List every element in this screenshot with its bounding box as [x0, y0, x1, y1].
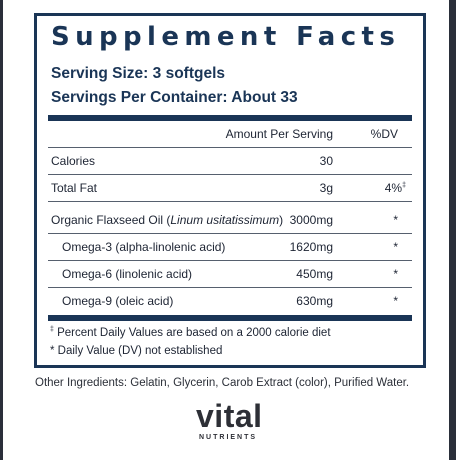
nutrient-name: Organic Flaxseed Oil (Linum usitatissimu…	[51, 213, 283, 227]
nutrient-amount: 1620mg	[289, 240, 333, 254]
footnote-dv-not-established: * Daily Value (DV) not established	[50, 345, 223, 357]
nutrient-name: Omega-6 (linolenic acid)	[62, 267, 193, 281]
table-row: Omega-3 (alpha-linolenic acid) 1620mg *	[48, 234, 412, 261]
amount-header: Amount Per Serving	[225, 127, 333, 141]
nutrient-amount: 30	[319, 154, 333, 168]
name-suffix: )	[279, 213, 284, 227]
right-edge-bar	[449, 0, 456, 460]
dv-value: 4%	[384, 181, 403, 195]
divider-thick	[48, 115, 412, 121]
nutrient-dv: *	[393, 213, 398, 227]
nutrient-name: Omega-3 (alpha-linolenic acid)	[62, 240, 226, 254]
nutrient-name: Omega-9 (oleic acid)	[62, 294, 174, 308]
table-row: Total Fat 3g 4%‡	[48, 175, 412, 202]
nutrient-dv: *	[393, 294, 398, 308]
latin-name: Linum usitatissimum	[170, 213, 280, 227]
nutrient-name: Total Fat	[51, 181, 98, 195]
double-dagger-mark: ‡	[50, 326, 54, 333]
nutrient-dv: 4%‡	[385, 181, 406, 195]
nutrient-amount: 450mg	[296, 267, 333, 281]
nutrient-amount: 3g	[319, 181, 333, 195]
other-ingredients: Other Ingredients: Gelatin, Glycerin, Ca…	[35, 377, 410, 389]
nutrient-amount: 630mg	[296, 294, 333, 308]
servings-per-container: Servings Per Container: About 33	[51, 89, 298, 106]
nutrient-dv: *	[393, 240, 398, 254]
footnote-percent-dv: ‡ Percent Daily Values are based on a 20…	[50, 326, 331, 339]
brand-logo: vital NUTRIENTS	[190, 398, 274, 446]
left-edge-bar	[0, 0, 3, 460]
table-row: Calories 30	[48, 148, 412, 175]
logo-subtitle: NUTRIENTS	[199, 434, 258, 441]
logo-word: vital	[196, 398, 263, 434]
nutrient-amount: 3000mg	[289, 213, 333, 227]
table-row: Omega-6 (linolenic acid) 450mg *	[48, 261, 412, 288]
table-row: Organic Flaxseed Oil (Linum usitatissimu…	[48, 207, 412, 234]
double-dagger-mark: ‡	[402, 182, 406, 189]
nutrient-name: Calories	[51, 154, 96, 168]
supplement-facts-panel: Supplement Facts Serving Size: 3 softgel…	[34, 13, 426, 368]
serving-size: Serving Size: 3 softgels	[51, 65, 225, 82]
name-prefix: Organic Flaxseed Oil (	[51, 213, 171, 227]
nutrient-dv: *	[393, 267, 398, 281]
dv-header: %DV	[370, 127, 398, 141]
table-row: Omega-9 (oleic acid) 630mg *	[48, 288, 412, 314]
panel-title: Supplement Facts	[51, 22, 401, 52]
divider-thick	[48, 315, 412, 321]
table-header: Amount Per Serving %DV	[48, 121, 412, 148]
